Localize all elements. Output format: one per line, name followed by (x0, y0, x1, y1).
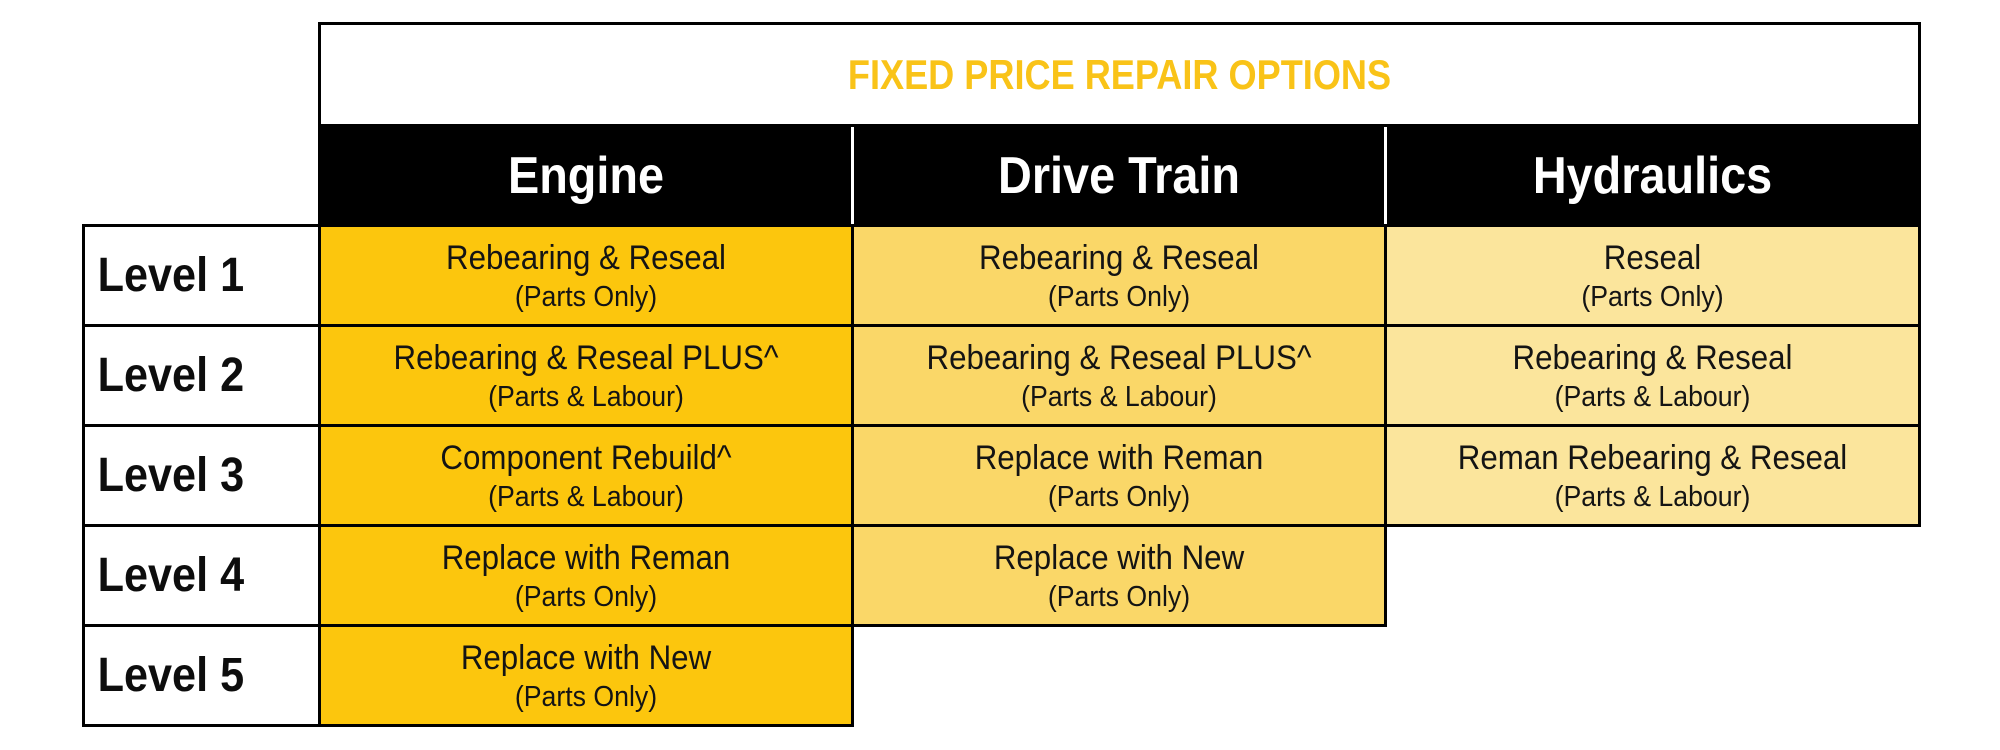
title-row: FIXED PRICE REPAIR OPTIONS (83, 22, 1921, 127)
row-label-level-3: Level 3 (82, 424, 321, 527)
cell-level4-engine: Replace with Reman (Parts Only) (318, 524, 854, 627)
title-row-spacer (83, 23, 320, 126)
table-row-level-1: Level 1 Rebearing & Reseal (Parts Only) … (82, 224, 1921, 327)
table-row-level-2: Level 2 Rebearing & Reseal PLUS^ (Parts … (82, 324, 1921, 427)
row-label-level-4: Level 4 (82, 524, 321, 627)
table-row-level-3: Level 3 Component Rebuild^ (Parts & Labo… (82, 424, 1921, 527)
cell-level5-drive-train-empty (852, 625, 1386, 726)
column-header-engine-label: Engine (507, 146, 665, 205)
cell-level2-engine: Rebearing & Reseal PLUS^ (Parts & Labour… (318, 324, 854, 427)
cell-level1-engine: Rebearing & Reseal (Parts Only) (318, 224, 854, 327)
cell-level2-drive-train: Rebearing & Reseal PLUS^ (Parts & Labour… (851, 324, 1387, 427)
row-label-level-5: Level 5 (82, 624, 321, 727)
cell-level3-drive-train: Replace with Reman (Parts Only) (851, 424, 1387, 527)
cell-level3-engine: Component Rebuild^ (Parts & Labour) (318, 424, 854, 527)
cell-level5-engine: Replace with New (Parts Only) (318, 624, 854, 727)
cell-level3-hydraulics: Reman Rebearing & Reseal (Parts & Labour… (1384, 424, 1921, 527)
column-header-engine: Engine (318, 124, 853, 227)
table-row-level-4: Level 4 Replace with Reman (Parts Only) … (82, 524, 1920, 627)
repair-options-table: FIXED PRICE REPAIR OPTIONS Engine Drive … (82, 22, 1921, 727)
table-title-cell: FIXED PRICE REPAIR OPTIONS (318, 22, 1921, 127)
column-header-row: Engine Drive Train Hydraulics (83, 124, 1921, 227)
column-header-drive-train-label: Drive Train (998, 146, 1240, 205)
column-header-hydraulics-label: Hydraulics (1532, 146, 1773, 205)
cell-level4-drive-train: Replace with New (Parts Only) (851, 524, 1387, 627)
row-label-level-2: Level 2 (82, 324, 321, 427)
cell-level1-drive-train: Rebearing & Reseal (Parts Only) (851, 224, 1387, 327)
row-label-level-1: Level 1 (82, 224, 321, 327)
cell-level2-hydraulics: Rebearing & Reseal (Parts & Labour) (1384, 324, 1921, 427)
header-row-spacer (83, 125, 320, 226)
cell-level1-hydraulics: Reseal (Parts Only) (1384, 224, 1921, 327)
cell-level4-hydraulics-empty (1385, 525, 1920, 626)
table-row-level-5: Level 5 Replace with New (Parts Only) (82, 624, 1920, 727)
cell-level5-hydraulics-empty (1385, 625, 1920, 726)
page-title: FIXED PRICE REPAIR OPTIONS (847, 50, 1392, 98)
column-header-hydraulics: Hydraulics (1384, 124, 1921, 227)
column-header-drive-train: Drive Train (851, 124, 1386, 227)
